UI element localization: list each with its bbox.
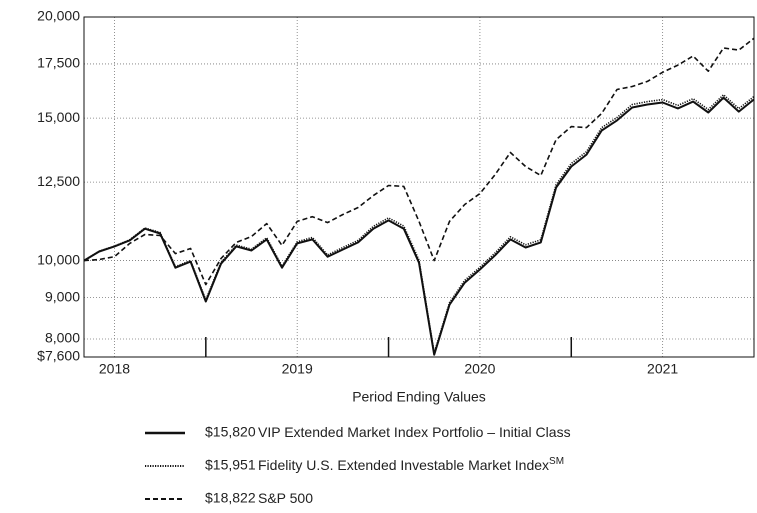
y-tick-label: $7,600 [37, 348, 80, 364]
x-tick-label: 2019 [282, 361, 313, 377]
series-line [83, 96, 755, 356]
y-tick-label: 17,500 [37, 55, 80, 71]
y-tick-label: 20,000 [37, 8, 80, 24]
y-tick-label: 9,000 [45, 288, 80, 304]
legend-value: $15,820 [205, 424, 256, 440]
series-line [83, 94, 755, 354]
legend-value: $18,822 [205, 490, 256, 506]
y-tick-label: 12,500 [37, 173, 80, 189]
legend-name: Fidelity U.S. Extended Investable Market… [258, 457, 549, 473]
legend-name: VIP Extended Market Index Portfolio – In… [258, 424, 571, 440]
x-tick-label: 2018 [99, 361, 130, 377]
plot-frame [83, 16, 755, 358]
legend-name: S&P 500 [258, 490, 313, 506]
x-tick-label: 2021 [647, 361, 678, 377]
y-tick-label: 15,000 [37, 109, 80, 125]
legend-label: Fidelity U.S. Extended Investable Market… [258, 456, 564, 473]
y-tick-label: 8,000 [45, 330, 80, 346]
x-axis-label: Period Ending Values [352, 389, 486, 405]
legend-value: $15,951 [205, 457, 256, 473]
x-tick-label: 2020 [464, 361, 495, 377]
y-tick-label: 10,000 [37, 251, 80, 267]
legend-superscript: SM [549, 456, 564, 467]
legend-label: S&P 500 [258, 490, 313, 506]
series-line [83, 37, 755, 286]
legend-label: VIP Extended Market Index Portfolio – In… [258, 424, 571, 440]
